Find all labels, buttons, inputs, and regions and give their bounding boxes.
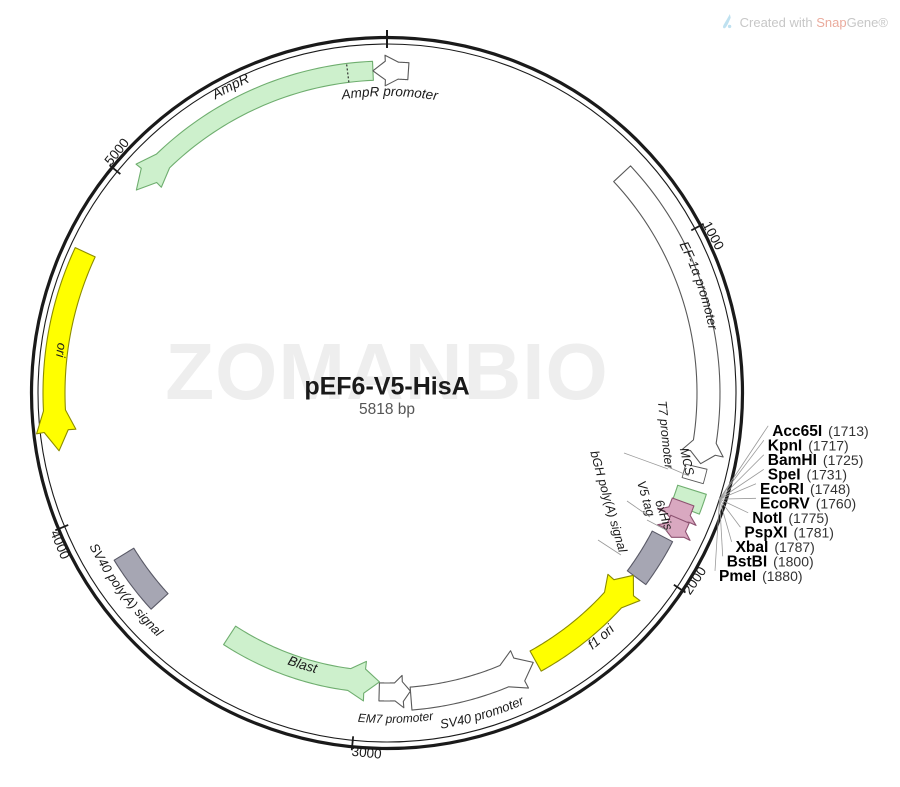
svg-text:PmeI(1880): PmeI (1880) [719,568,803,585]
svg-text:pEF6-V5-HisA: pEF6-V5-HisA [304,373,469,401]
svg-text:5818 bp: 5818 bp [359,401,415,418]
svg-text:4000: 4000 [47,528,72,561]
svg-text:AmpR promoter: AmpR promoter [339,84,439,103]
svg-text:EM7 promoter: EM7 promoter [357,709,435,726]
svg-text:T7 promoter: T7 promoter [655,400,676,470]
svg-text:ori: ori [53,342,70,359]
svg-text:3000: 3000 [351,744,382,762]
svg-text:V5 tag: V5 tag [634,479,657,518]
svg-text:2000: 2000 [680,564,709,597]
svg-text:bGH poly(A) signal: bGH poly(A) signal [587,449,630,555]
